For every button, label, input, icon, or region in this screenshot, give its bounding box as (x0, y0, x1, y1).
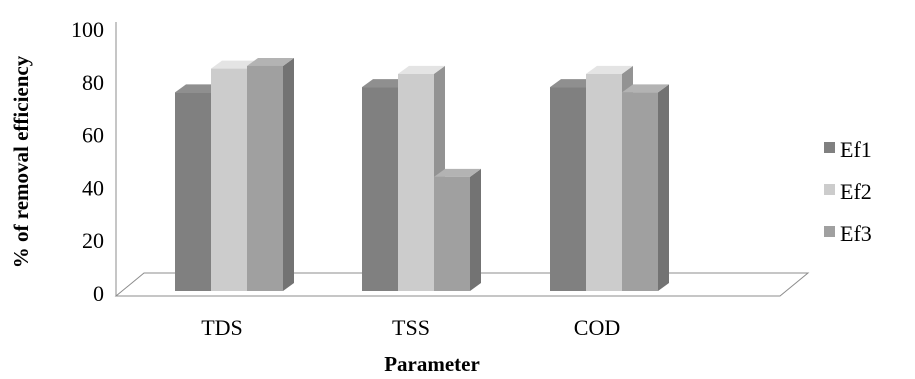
bar-front (362, 87, 398, 291)
y-axis-title: % of removal efficiency (9, 55, 33, 268)
legend-item-ef1: Ef1 (824, 137, 872, 162)
bar-front (398, 73, 434, 291)
legend: Ef1 Ef2 Ef3 (824, 137, 872, 246)
y-tick-label: 100 (71, 17, 104, 42)
x-tick-label-cod: COD (574, 315, 620, 340)
bar-top (434, 168, 481, 177)
bar-front (622, 92, 658, 291)
y-tick-label: 80 (82, 70, 104, 95)
bar-top (175, 84, 222, 93)
y-tick-label: 60 (82, 123, 104, 148)
bar-side (283, 57, 294, 292)
legend-item-ef3: Ef3 (824, 221, 872, 246)
bar-top (398, 65, 445, 74)
bar-top (211, 60, 258, 69)
legend-swatch (824, 184, 835, 195)
bar-top (362, 79, 409, 88)
bar-top (586, 65, 633, 74)
bar-front (586, 73, 622, 291)
bar-ef3-tss (434, 168, 481, 291)
legend-label: Ef2 (840, 179, 872, 204)
y-tick-label: 0 (93, 281, 104, 306)
legend-swatch (824, 226, 835, 237)
bar-front (434, 176, 470, 291)
legend-label: Ef1 (840, 137, 872, 162)
bar-top (247, 57, 294, 66)
y-tick-label: 20 (82, 228, 104, 253)
bar-front (175, 92, 211, 291)
bar-front (211, 68, 247, 291)
legend-swatch (824, 142, 835, 153)
x-tick-label-tss: TSS (392, 315, 430, 340)
x-axis-labels: TDS TSS COD (201, 315, 620, 340)
legend-label: Ef3 (840, 221, 872, 246)
bar-front (550, 87, 586, 291)
legend-item-ef2: Ef2 (824, 179, 872, 204)
x-tick-label-tds: TDS (201, 315, 243, 340)
bar-top (550, 79, 597, 88)
bar-top (622, 84, 669, 93)
bar-ef3-cod (622, 84, 669, 291)
bars (175, 57, 669, 292)
x-axis-title: Parameter (384, 352, 480, 376)
y-tick-label: 40 (82, 175, 104, 200)
bar-front (247, 65, 283, 292)
bar-ef3-tds (247, 57, 294, 292)
bar-side (470, 168, 481, 291)
bar-side (658, 84, 669, 291)
y-axis-ticks: 0 20 40 60 80 100 (71, 17, 104, 306)
